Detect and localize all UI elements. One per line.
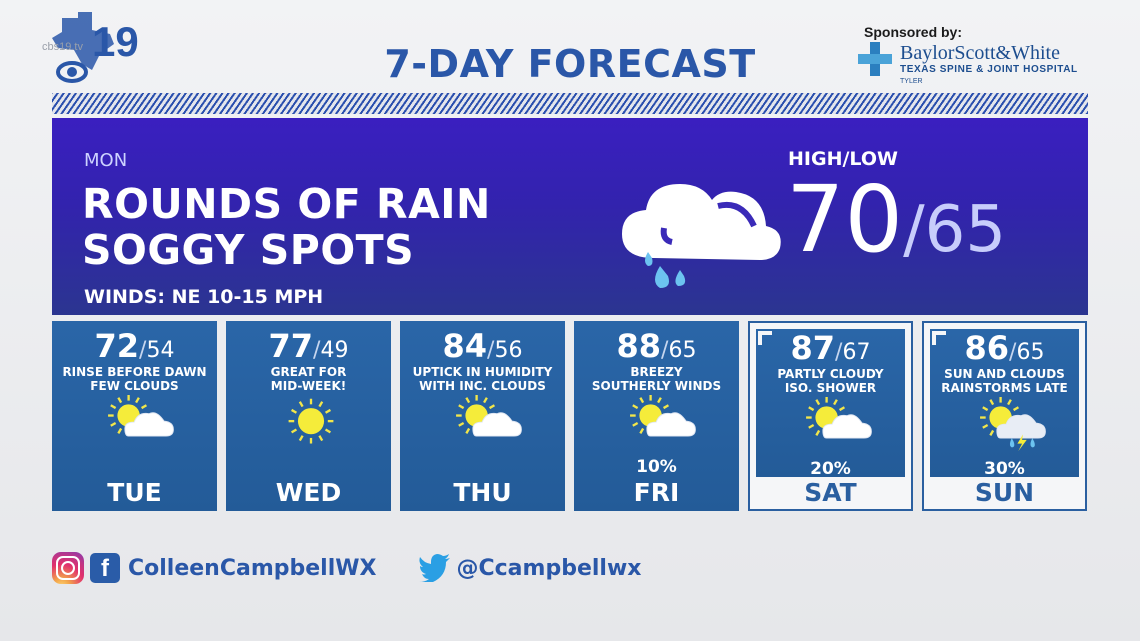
instagram-icon: [52, 552, 84, 584]
card-desc-line1: SUN AND CLOUDS: [944, 367, 1065, 381]
card-desc-line2: WITH INC. CLOUDS: [419, 379, 546, 393]
card-desc-line1: PARTLY CLOUDY: [777, 367, 884, 381]
card-inner: [930, 329, 1079, 477]
card-temps: 87/67: [750, 329, 911, 367]
card-day-name: SAT: [804, 478, 857, 507]
sun-storm-cloud-icon: [970, 397, 1048, 453]
card-desc-line1: BREEZY: [630, 365, 683, 379]
sponsor-city: TYLER: [900, 78, 923, 85]
card-corner: [758, 331, 772, 345]
card-high: 77: [268, 327, 314, 365]
today-headline-line2: SOGGY SPOTS: [82, 226, 415, 274]
today-day: MON: [84, 150, 128, 171]
today-panel: MON ROUNDS OF RAIN SOGGY SPOTS WINDS: NE…: [52, 118, 1088, 315]
card-high: 72: [94, 327, 140, 365]
card-desc-line2: MID-WEEK!: [270, 379, 347, 393]
card-description: UPTICK IN HUMIDITY WITH INC. CLOUDS: [400, 365, 565, 393]
card-desc-line1: GREAT FOR: [270, 365, 347, 379]
card-temp-separator: /: [1009, 340, 1017, 365]
card-day-name: THU: [453, 478, 512, 507]
twitter-icon: [418, 554, 450, 582]
sun-cloud-icon: [446, 395, 524, 451]
forecast-card-thu: 84/56 UPTICK IN HUMIDITY WITH INC. CLOUDS T…: [400, 321, 565, 511]
cbs19-logo-icon: cbs19.tv 19: [42, 12, 139, 83]
forecast-card-sun: 86/65 SUN AND CLOUDS RAINSTORMS LATE 30% SUN: [922, 321, 1087, 511]
card-temps: 86/65: [924, 329, 1085, 367]
card-day-name: TUE: [107, 478, 162, 507]
card-precip-chance: 10%: [636, 457, 677, 477]
today-temp-separator: /: [903, 193, 925, 267]
card-temp-separator: /: [835, 340, 843, 365]
forecast-card-tue: 72/54 RINSE BEFORE DAWN FEW CLOUDS TUE: [52, 321, 217, 511]
card-temp-separator: /: [487, 338, 495, 363]
decorative-stripe: [52, 93, 1088, 114]
card-precip-chance: 20%: [810, 459, 851, 479]
cloud-rain-icon: [622, 184, 781, 288]
card-description: SUN AND CLOUDS RAINSTORMS LATE: [924, 367, 1085, 395]
today-headline-line1: ROUNDS OF RAIN: [82, 180, 491, 228]
card-temps: 88/65: [574, 327, 739, 365]
card-description: PARTLY CLOUDY ISO. SHOWER: [750, 367, 911, 395]
card-desc-line2: SOUTHERLY WINDS: [591, 379, 722, 393]
card-desc-line2: FEW CLOUDS: [90, 379, 179, 393]
card-precip-chance: 30%: [984, 459, 1025, 479]
card-desc-line2: ISO. SHOWER: [784, 381, 877, 395]
sun-cloud-icon: [98, 395, 176, 451]
forecast-card-sat: 87/67 PARTLY CLOUDY ISO. SHOWER 20% SAT: [748, 321, 913, 511]
sun-cloud-icon: [620, 395, 698, 451]
facebook-handle: ColleenCampbellWX: [128, 555, 377, 581]
card-corner: [932, 331, 946, 345]
facebook-icon: f: [90, 553, 120, 583]
sponsor-label: Sponsored by:: [864, 24, 963, 40]
sun-icon: [272, 395, 350, 451]
page-title: 7-DAY FORECAST: [384, 42, 756, 86]
card-desc-line1: RINSE BEFORE DAWN: [62, 365, 207, 379]
card-temp-separator: /: [661, 338, 669, 363]
card-description: GREAT FOR MID-WEEK!: [226, 365, 391, 393]
twitter-handle: @Ccampbellwx: [456, 555, 642, 581]
card-inner: [756, 329, 905, 477]
card-day-name: WED: [275, 478, 342, 507]
station-watermark: cbs19.tv: [42, 41, 83, 53]
card-description: BREEZY SOUTHERLY WINDS: [574, 365, 739, 393]
high-low-label: HIGH/LOW: [788, 148, 898, 170]
sponsor-block: Sponsored by: BaylorScott&White TEXAS SP…: [858, 24, 1098, 85]
sponsor-subtitle: TEXAS SPINE & JOINT HOSPITAL: [900, 64, 1078, 75]
forecast-card-fri: 88/65 BREEZY SOUTHERLY WINDS 10% FRI: [574, 321, 739, 511]
today-winds: WINDS: NE 10-15 MPH: [84, 286, 324, 308]
card-day-name: SUN: [974, 478, 1035, 507]
card-low: 49: [320, 338, 349, 363]
card-temp-separator: /: [313, 338, 321, 363]
card-high: 88: [616, 327, 662, 365]
card-low: 54: [146, 338, 175, 363]
card-desc-line1: UPTICK IN HUMIDITY: [412, 365, 553, 379]
forecast-days: 72/54 RINSE BEFORE DAWN FEW CLOUDS TUE 77/49…: [52, 321, 1088, 511]
card-temps: 72/54: [52, 327, 217, 365]
channel-number: 19: [92, 18, 139, 65]
card-day-name: FRI: [633, 478, 680, 507]
card-high: 84: [442, 327, 488, 365]
card-low: 56: [494, 338, 523, 363]
card-low: 65: [1016, 340, 1045, 365]
card-low: 65: [668, 338, 697, 363]
card-description: RINSE BEFORE DAWN FEW CLOUDS: [52, 365, 217, 393]
baylor-cross-icon: [858, 42, 892, 76]
card-temps: 77/49: [226, 327, 391, 365]
sponsor-brand: BaylorScott&White: [900, 42, 1060, 64]
forecast-card-wed: 77/49 GREAT FOR MID-WEEK! WED: [226, 321, 391, 511]
today-high: 70: [786, 166, 904, 273]
card-temp-separator: /: [139, 338, 147, 363]
sun-cloud-icon: [796, 397, 874, 453]
card-high: 86: [964, 329, 1010, 367]
card-desc-line2: RAINSTORMS LATE: [941, 381, 1068, 395]
card-high: 87: [790, 329, 836, 367]
social-bar: f ColleenCampbellWX @Ccampbellwx: [52, 550, 641, 586]
card-temps: 84/56: [400, 327, 565, 365]
card-low: 67: [842, 340, 871, 365]
today-low: 65: [924, 193, 1007, 267]
today-temps: 70/65: [786, 170, 1006, 270]
